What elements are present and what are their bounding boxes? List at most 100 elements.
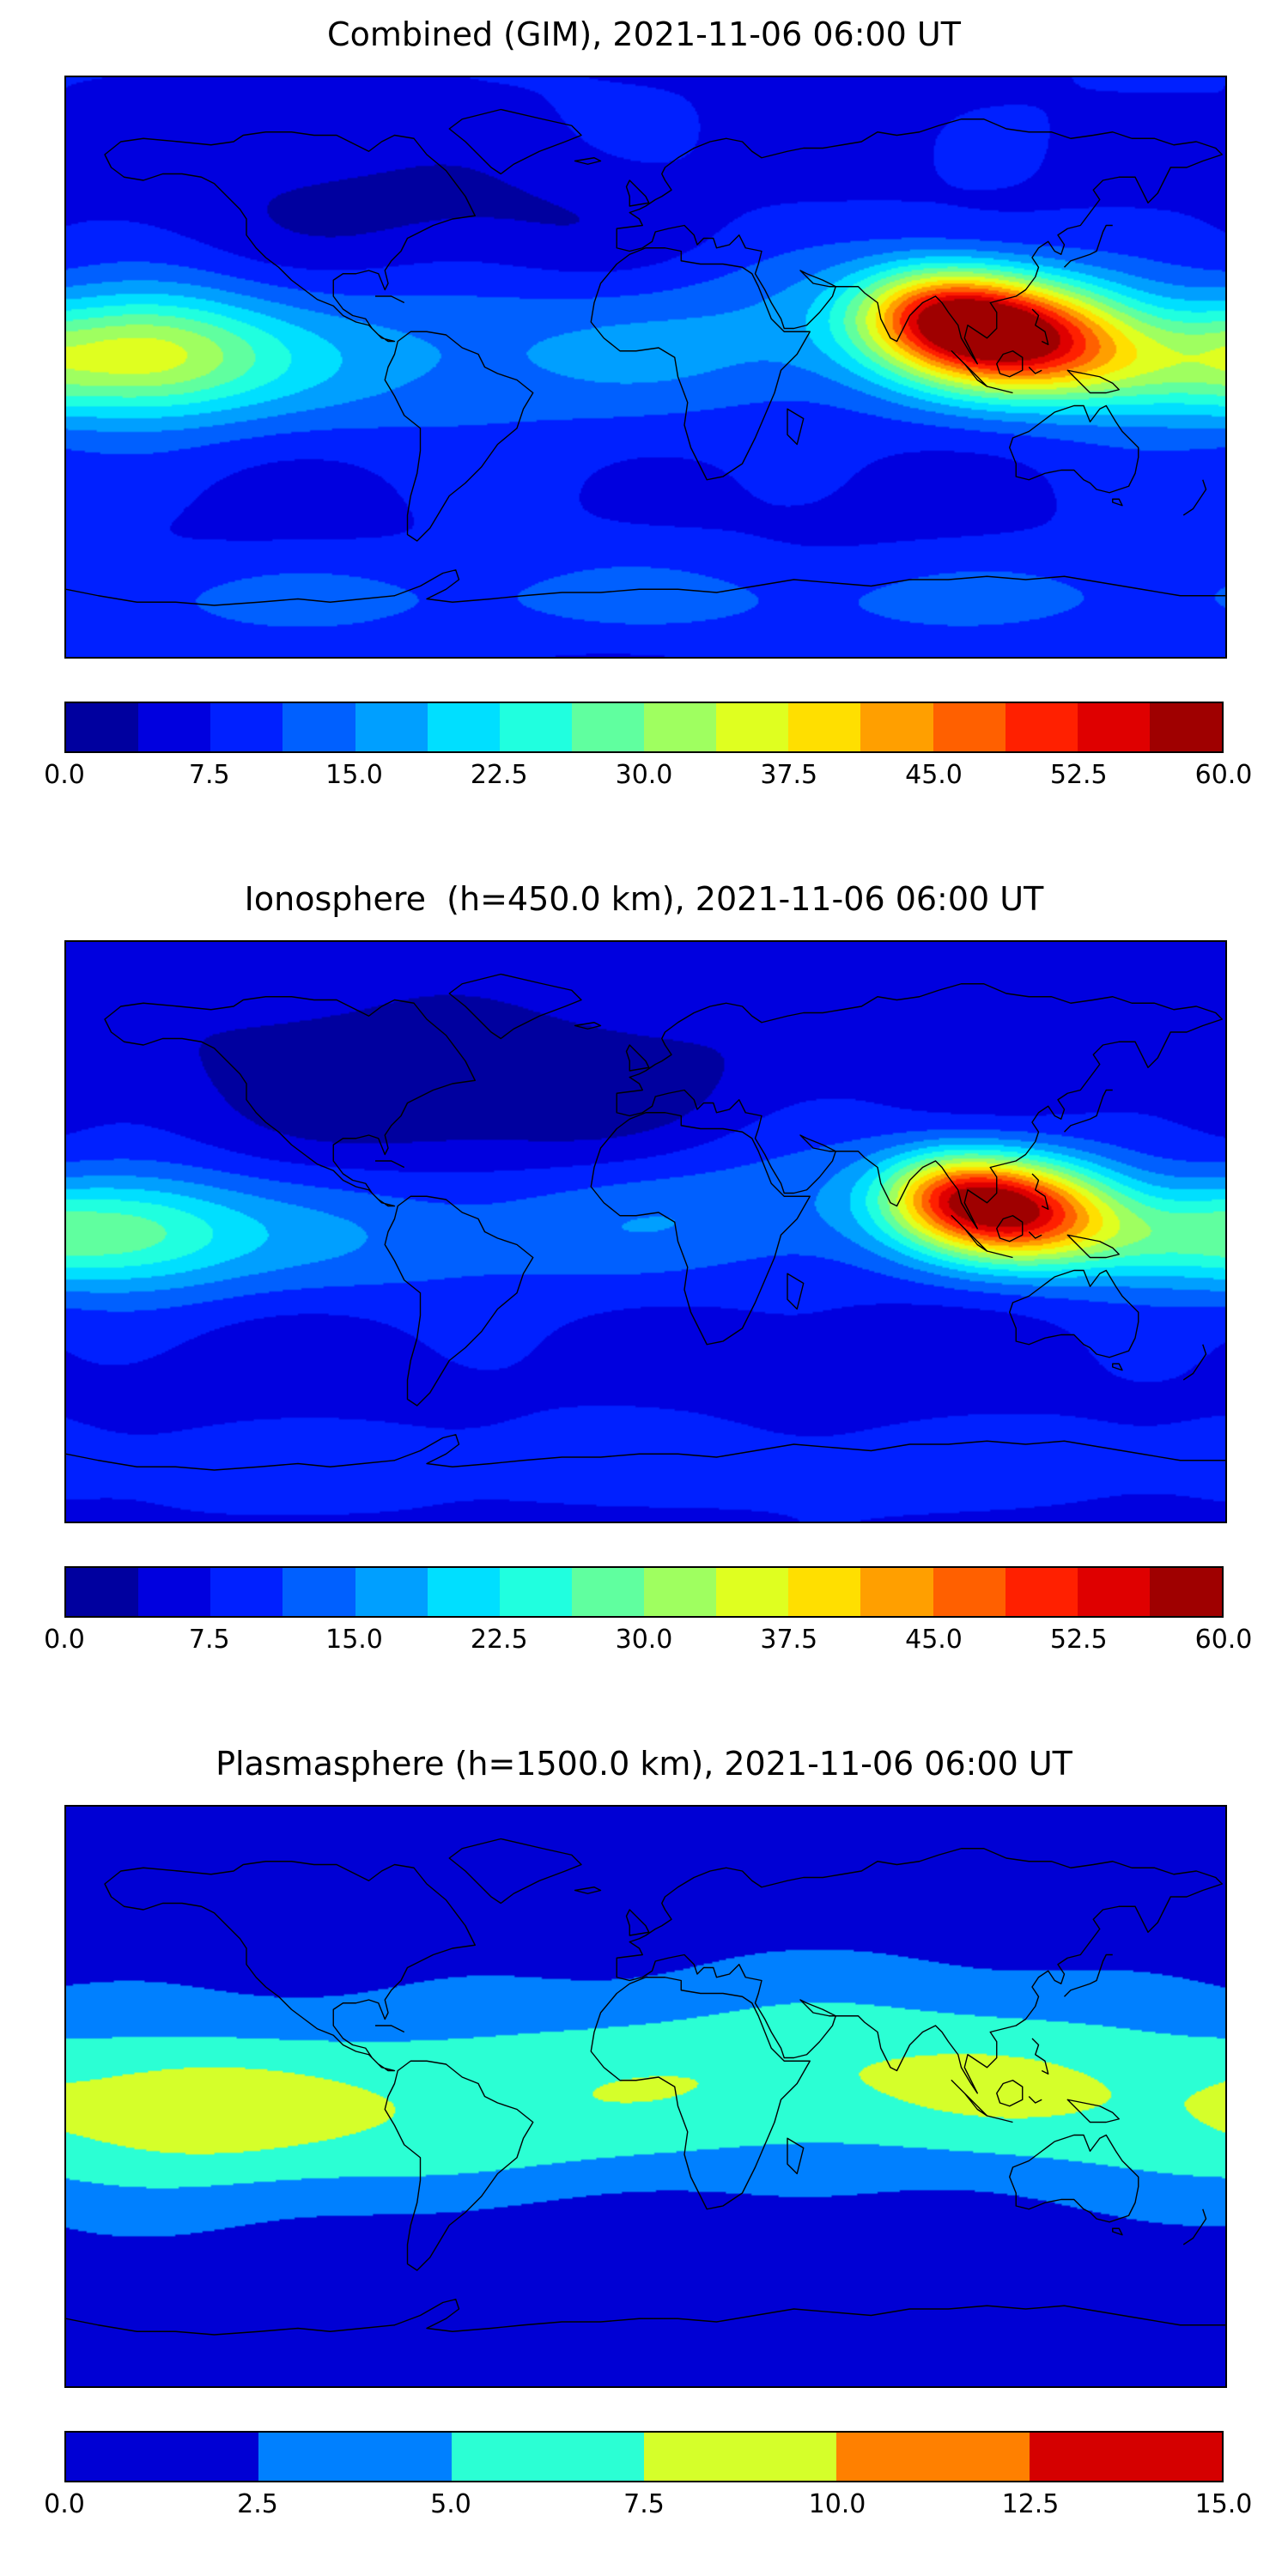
- panel-title: Plasmasphere (h=1500.0 km), 2021-11-06 0…: [216, 1745, 1072, 1783]
- colorbar-level-swatch: [933, 1568, 1005, 1616]
- coastline-segment: [987, 1251, 1013, 1258]
- coastline-segment: [627, 1045, 649, 1071]
- colorbar-level-swatch: [210, 1568, 283, 1616]
- coastline-segment: [997, 1216, 1023, 1242]
- colorbar-level-swatch: [258, 2433, 452, 2481]
- coastline-segment: [1183, 480, 1206, 515]
- colorbar-tick-label: 7.5: [188, 760, 230, 790]
- tec-field-canvas: [66, 1807, 1225, 2386]
- coastline-segment: [575, 1023, 601, 1030]
- coastline-segment: [105, 997, 475, 1206]
- coastline-segment: [385, 2061, 533, 2270]
- coastline-segment: [449, 1839, 581, 1904]
- colorbar-level-swatch: [1149, 1568, 1222, 1616]
- tec-field-canvas: [66, 942, 1225, 1522]
- coastline-segment: [385, 331, 533, 541]
- colorbar-level-swatch: [427, 703, 500, 751]
- colorbar-tick-label: 15.0: [325, 760, 383, 790]
- coastline-segment: [1113, 499, 1122, 506]
- colorbar-tick-label: 52.5: [1049, 1625, 1108, 1655]
- colorbar-level-swatch: [499, 1568, 572, 1616]
- coastline-segment: [449, 110, 581, 174]
- coastline-segment: [787, 1273, 804, 1309]
- colorbar-level-swatch: [1005, 703, 1078, 751]
- colorbar-level-swatch: [716, 703, 789, 751]
- colorbar-tick-label: 45.0: [905, 760, 963, 790]
- colorbar-level-swatch: [66, 1568, 139, 1616]
- map-plasmasphere: [64, 1805, 1227, 2388]
- colorbar-level-swatch: [788, 703, 861, 751]
- coastline-segment: [1183, 1345, 1206, 1380]
- coastline-segment: [1032, 1174, 1048, 1209]
- colorbar-level-swatch: [210, 703, 283, 751]
- colorbar-tick-label: 37.5: [760, 760, 818, 790]
- coastline-segment: [375, 2026, 404, 2032]
- colorbar-tick-label: 7.5: [188, 1625, 230, 1655]
- coastline-segment: [1029, 2097, 1042, 2104]
- colorbar-level-swatch: [1077, 1568, 1150, 1616]
- coastline-segment: [1032, 309, 1048, 344]
- coastline-segment: [1010, 1271, 1139, 1358]
- coastline-segment: [1067, 370, 1119, 392]
- coastline-segment: [951, 351, 987, 386]
- colorbar-level-swatch: [66, 703, 139, 751]
- colorbar-tick-label: 30.0: [615, 760, 673, 790]
- coastline-segment: [375, 1161, 404, 1168]
- coastline-segment: [1067, 1235, 1119, 1257]
- colorbar-level-swatch: [427, 1568, 500, 1616]
- coastlines: [66, 942, 1225, 1522]
- coastline-segment: [951, 2081, 987, 2116]
- coastline-segment: [1067, 2099, 1119, 2122]
- colorbar-level-swatch: [1005, 1568, 1078, 1616]
- colorbar-tick-label: 15.0: [1194, 2489, 1253, 2519]
- colorbar-level-swatch: [644, 1568, 717, 1616]
- panel-plasmasphere: Plasmasphere (h=1500.0 km), 2021-11-06 0…: [0, 1745, 1288, 2530]
- coastline-segment: [591, 248, 810, 480]
- colorbar-level-swatch: [283, 1568, 355, 1616]
- coastline-segment: [997, 2081, 1023, 2106]
- colorbar-tick-label: 10.0: [808, 2489, 866, 2519]
- colorbar-tick-label: 37.5: [760, 1625, 818, 1655]
- colorbar-tick-label: 0.0: [44, 2489, 85, 2519]
- colorbar-gradient: [64, 702, 1224, 753]
- tec-field-canvas: [66, 77, 1225, 657]
- coastline-segment: [105, 1862, 475, 2071]
- map-combined-gim: [64, 76, 1227, 659]
- coastline-segment: [449, 975, 581, 1039]
- colorbar-level-swatch: [451, 2433, 644, 2481]
- colorbar: 0.0 2.5 5.0 7.5 10.0 12.5 15.0: [44, 2431, 1252, 2530]
- colorbar-tick-label: 60.0: [1194, 1625, 1253, 1655]
- colorbar: 0.0 7.5 15.0 22.5 30.0 37.5 45.0 52.5 60.0: [44, 702, 1252, 801]
- coastline-segment: [617, 984, 1222, 1229]
- colorbar-tick-label: 12.5: [1001, 2489, 1060, 2519]
- colorbar-tick-label: 5.0: [430, 2489, 471, 2519]
- coastline-segment: [987, 2116, 1013, 2123]
- coastline-segment: [105, 132, 475, 342]
- coastline-segment: [1029, 368, 1042, 374]
- coastlines: [66, 1807, 1225, 2386]
- coastline-segment: [66, 1435, 1225, 1470]
- coastline-segment: [575, 158, 601, 165]
- coastline-segment: [617, 1849, 1222, 2093]
- coastline-segment: [627, 180, 649, 206]
- coastline-segment: [575, 1887, 601, 1894]
- colorbar-level-swatch: [643, 2433, 837, 2481]
- panel-ionosphere: Ionosphere (h=450.0 km), 2021-11-06 06:0…: [0, 880, 1288, 1666]
- colorbar-tick-labels: 0.0 7.5 15.0 22.5 30.0 37.5 45.0 52.5 60.0: [44, 1623, 1252, 1666]
- coastline-segment: [997, 351, 1023, 377]
- coastline-segment: [787, 409, 804, 444]
- colorbar-level-swatch: [571, 1568, 644, 1616]
- coastline-segment: [385, 1196, 533, 1406]
- panel-combined-gim: Combined (GIM), 2021-11-06 06:00 UT 0.0 7…: [0, 15, 1288, 801]
- colorbar-level-swatch: [355, 703, 428, 751]
- colorbar-tick-label: 45.0: [905, 1625, 963, 1655]
- colorbar-level-swatch: [355, 1568, 428, 1616]
- colorbar-level-swatch: [66, 2433, 259, 2481]
- coastline-segment: [66, 570, 1225, 605]
- coastline-segment: [951, 1216, 987, 1251]
- colorbar-level-swatch: [933, 703, 1005, 751]
- colorbar-level-swatch: [644, 703, 717, 751]
- colorbar-level-swatch: [860, 703, 933, 751]
- coastline-segment: [1010, 406, 1139, 493]
